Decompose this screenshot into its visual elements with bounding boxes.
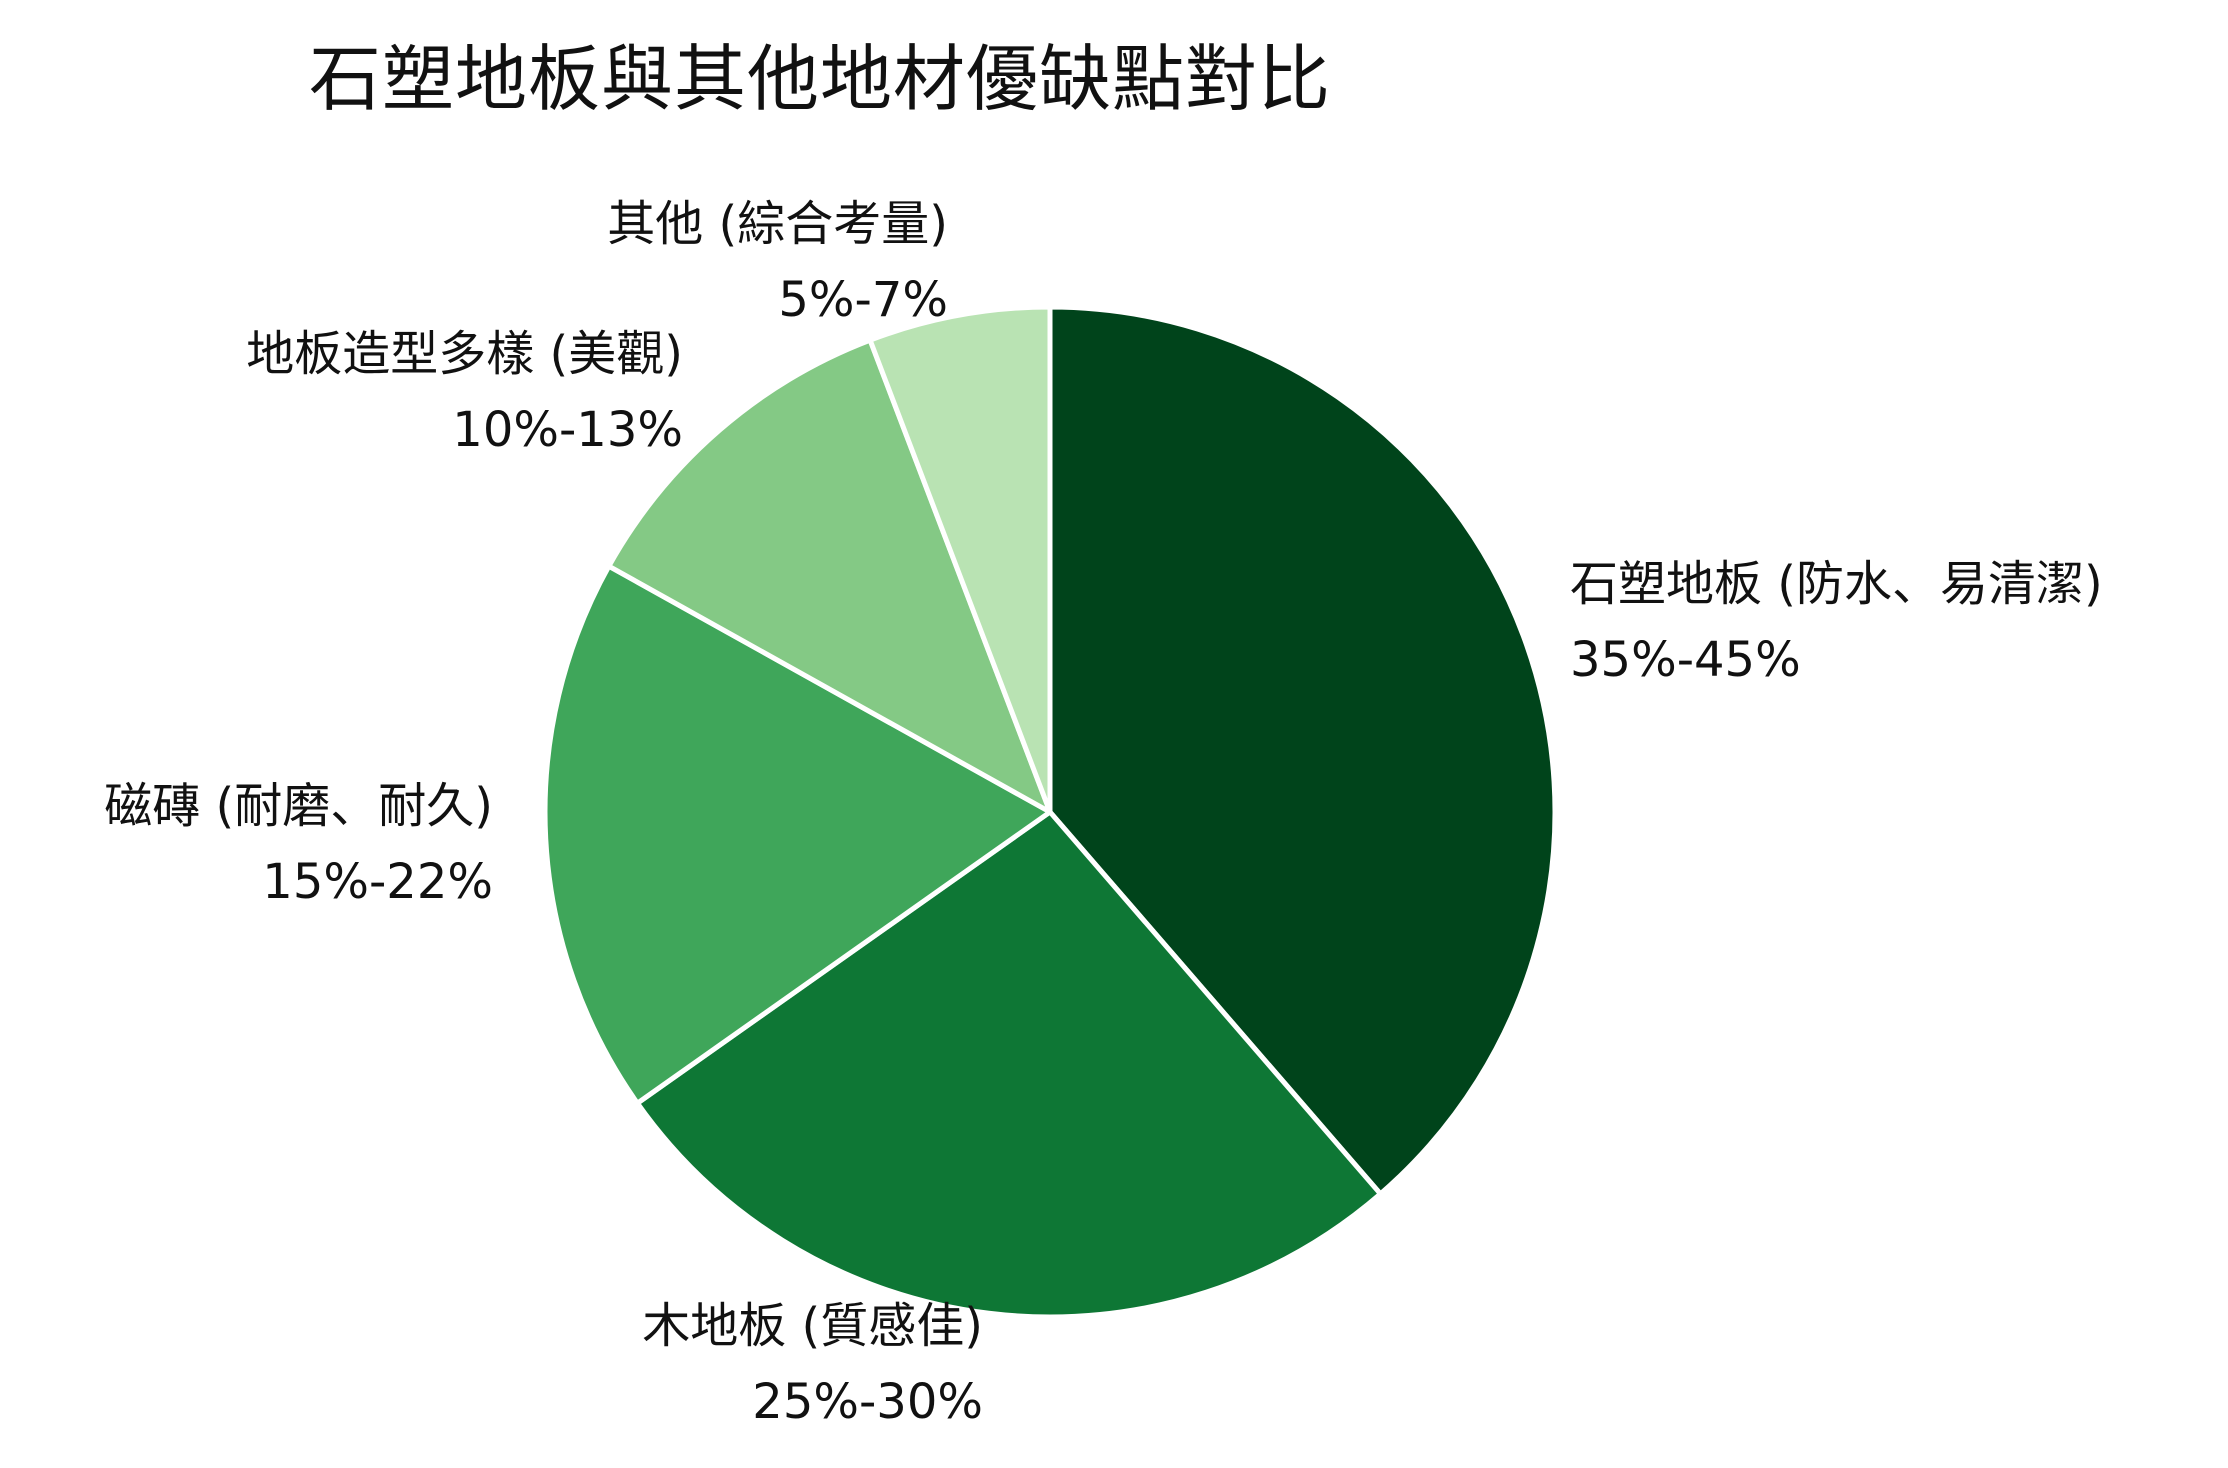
slice-label-2: 磁磚 (耐磨、耐久) — [104, 778, 493, 834]
chart-title: 石塑地板與其他地材優缺點對比 — [308, 37, 1331, 121]
slice-range-0: 35%-45% — [1570, 632, 1801, 688]
pie-slice-0 — [1047, 304, 1558, 1197]
slice-range-3: 10%-13% — [452, 402, 683, 458]
slice-range-2: 15%-22% — [262, 854, 493, 910]
pie-slices — [542, 304, 1558, 1320]
pie-slice-4 — [867, 304, 1053, 815]
slice-label-0: 石塑地板 (防水、易清潔) — [1570, 556, 2103, 612]
slice-range-1: 25%-30% — [752, 1374, 983, 1430]
slice-label-4: 其他 (綜合考量) — [607, 196, 948, 252]
pie-slice-2 — [542, 563, 1053, 1106]
slice-range-4: 5%-7% — [778, 272, 948, 328]
slice-label-1: 木地板 (質感佳) — [642, 1298, 983, 1354]
pie-slice-1 — [634, 809, 1383, 1320]
slice-label-3: 地板造型多樣 (美觀) — [246, 326, 683, 382]
pie-labels: 石塑地板 (防水、易清潔) 35%-45% 木地板 (質感佳) 25%-30% 磁磚 (… — [104, 196, 2102, 1430]
pie-slice-3 — [606, 337, 1053, 815]
